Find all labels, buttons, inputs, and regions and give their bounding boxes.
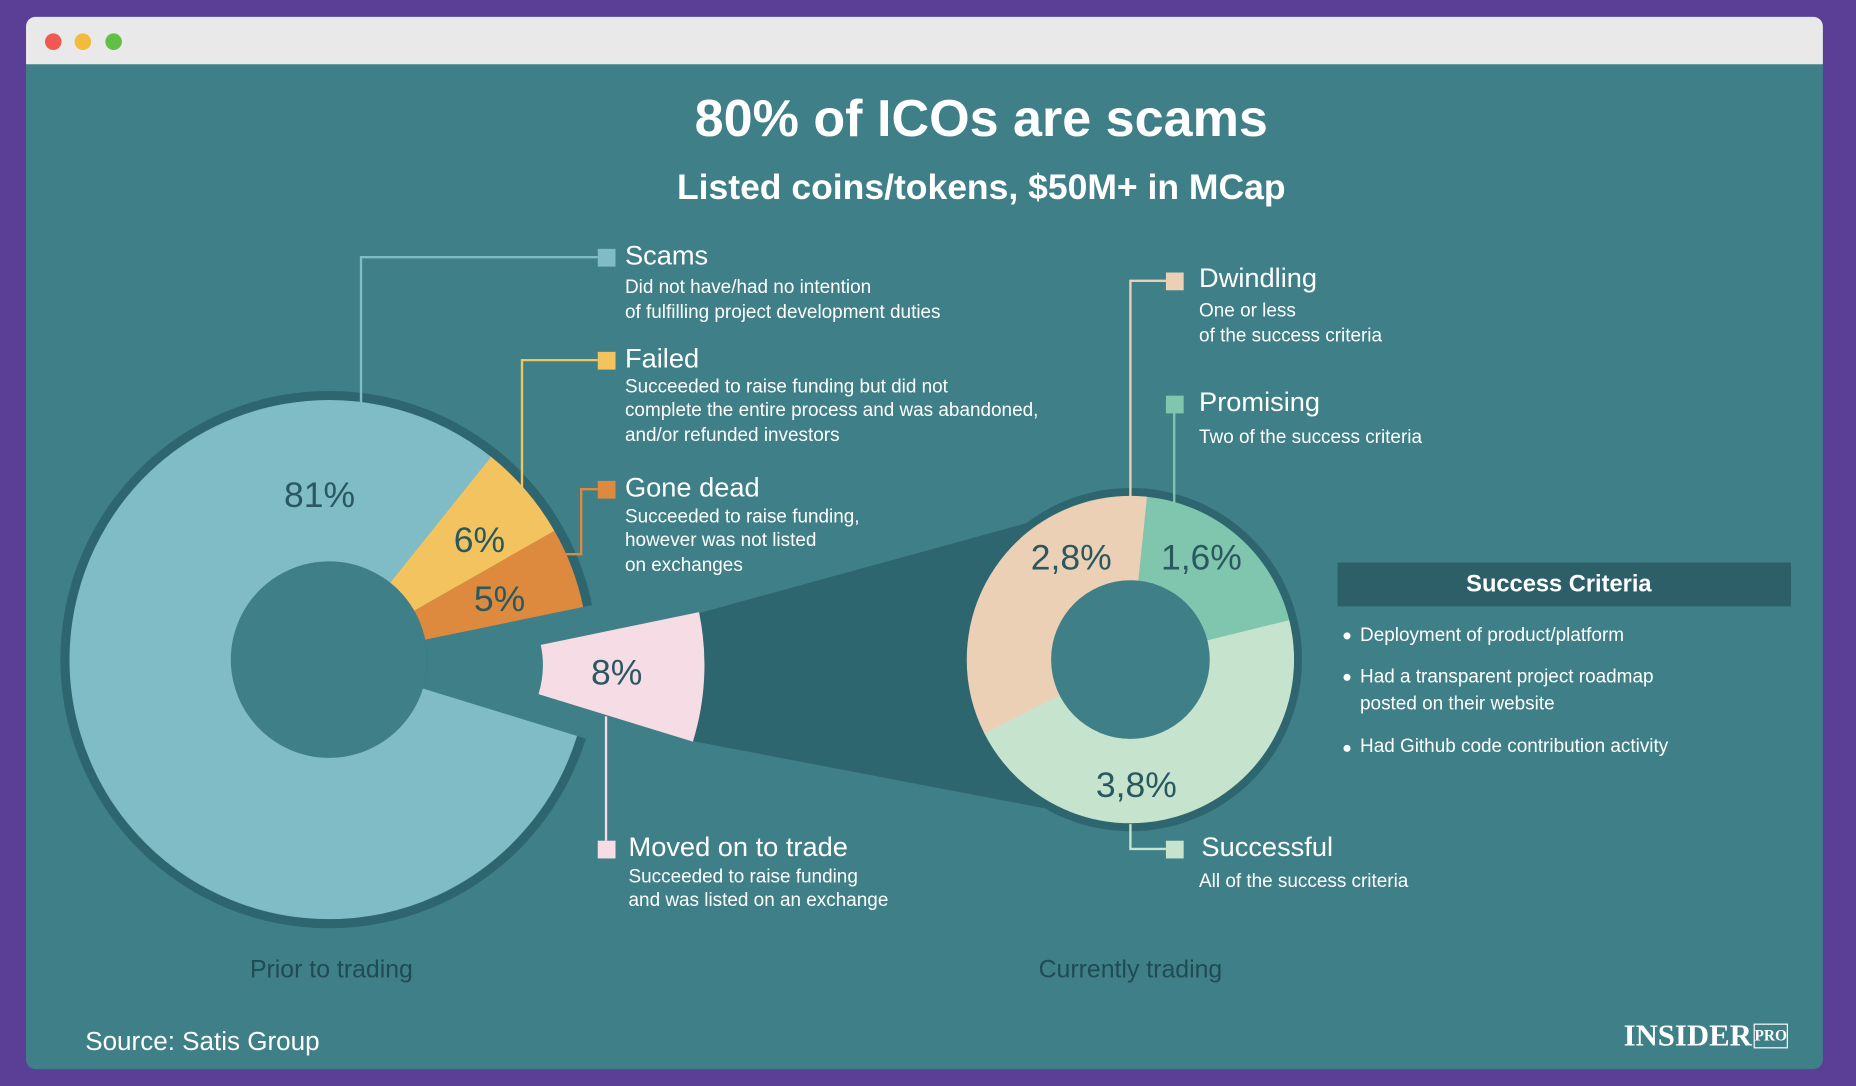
close-button[interactable] (44, 33, 62, 50)
legend-label: Dwindling (1199, 262, 1317, 293)
subtitle: Listed coins/tokens, $50M+ in MCap (677, 167, 1286, 207)
legend-description: Succeeded to raise funding (629, 866, 858, 887)
criteria-header (1337, 562, 1791, 607)
leader-line (520, 358, 598, 492)
criteria-item: Had a transparent project roadmap (1360, 666, 1653, 687)
legend-swatch (1165, 395, 1184, 414)
legend-label: Promising (1199, 386, 1320, 417)
legend-label: Scams (625, 239, 708, 270)
brand-badge (1753, 1023, 1788, 1049)
leader-line (359, 255, 598, 403)
value-label: 1,6% (1161, 538, 1242, 578)
legend-description: complete the entire process and was aban… (625, 400, 1038, 421)
legend-label: Gone dead (625, 471, 760, 502)
minimize-button[interactable] (74, 33, 92, 50)
value-label: 2,8% (1031, 538, 1112, 578)
criteria-item: Deployment of product/platform (1360, 625, 1624, 646)
value-label: 6% (454, 520, 505, 560)
criteria-title: Success Criteria (1466, 571, 1652, 597)
legend-description: of fulfilling project development duties (625, 302, 941, 323)
legend: Scams Did not have/had no intention of f… (597, 239, 1422, 911)
legend-description: Succeeded to raise funding but did not (625, 376, 949, 397)
leader-line (1129, 824, 1166, 851)
slice-gap (422, 604, 599, 739)
bullet (1343, 673, 1351, 681)
brand-suffix: PRO (1755, 1028, 1787, 1045)
charts: 81% 6% 5% 8% 2,8% 1,6% 3,8% (60, 390, 1303, 929)
legend-label: Moved on to trade (629, 831, 848, 862)
legend-description: Did not have/had no intention (625, 277, 871, 298)
criteria-item: Had Github code contribution activity (1360, 736, 1669, 757)
pie-hole (1051, 580, 1210, 739)
bullet (1343, 632, 1351, 640)
pie-hole (230, 561, 428, 758)
legend-description: One or less (1199, 301, 1296, 322)
bullet (1343, 744, 1351, 752)
value-label: 8% (591, 652, 642, 692)
legend-description: Two of the success criteria (1199, 427, 1422, 448)
value-label: 3,8% (1096, 765, 1177, 805)
source: Source: Satis Group (85, 1026, 319, 1056)
legend-label: Failed (625, 342, 699, 373)
legend-description: of the success criteria (1199, 325, 1382, 346)
legend-swatch (597, 840, 616, 859)
leader-line (556, 487, 598, 556)
legend-description: Succeeded to raise funding, (625, 507, 860, 528)
pie-slice (538, 612, 705, 742)
legend-label: Successful (1201, 831, 1333, 862)
maximize-button[interactable] (105, 33, 122, 50)
success-criteria: Success Criteria Deployment of product/p… (1337, 562, 1791, 757)
title-bar (26, 16, 1823, 65)
value-label: 5% (474, 579, 525, 619)
legend-description: and/or refunded investors (625, 425, 840, 446)
legend-swatch (597, 351, 616, 370)
criteria-item: posted on their website (1360, 694, 1555, 715)
brand: INSIDER (1624, 1018, 1753, 1052)
value-label: 81% (284, 475, 355, 515)
legend-swatch (597, 248, 616, 267)
legend-description: on exchanges (625, 555, 743, 576)
legend-description: however was not listed (625, 530, 816, 551)
legend-swatch (597, 480, 616, 499)
legend-description: and was listed on an exchange (629, 890, 889, 911)
chart-caption: Currently trading (1039, 956, 1223, 983)
title: 80% of ICOs are scams (695, 90, 1268, 148)
legend-swatch (1165, 840, 1184, 859)
legend-swatch (1165, 272, 1184, 291)
leader-line (1129, 279, 1166, 500)
chart-caption: Prior to trading (250, 956, 413, 983)
legend-description: All of the success criteria (1199, 871, 1409, 892)
